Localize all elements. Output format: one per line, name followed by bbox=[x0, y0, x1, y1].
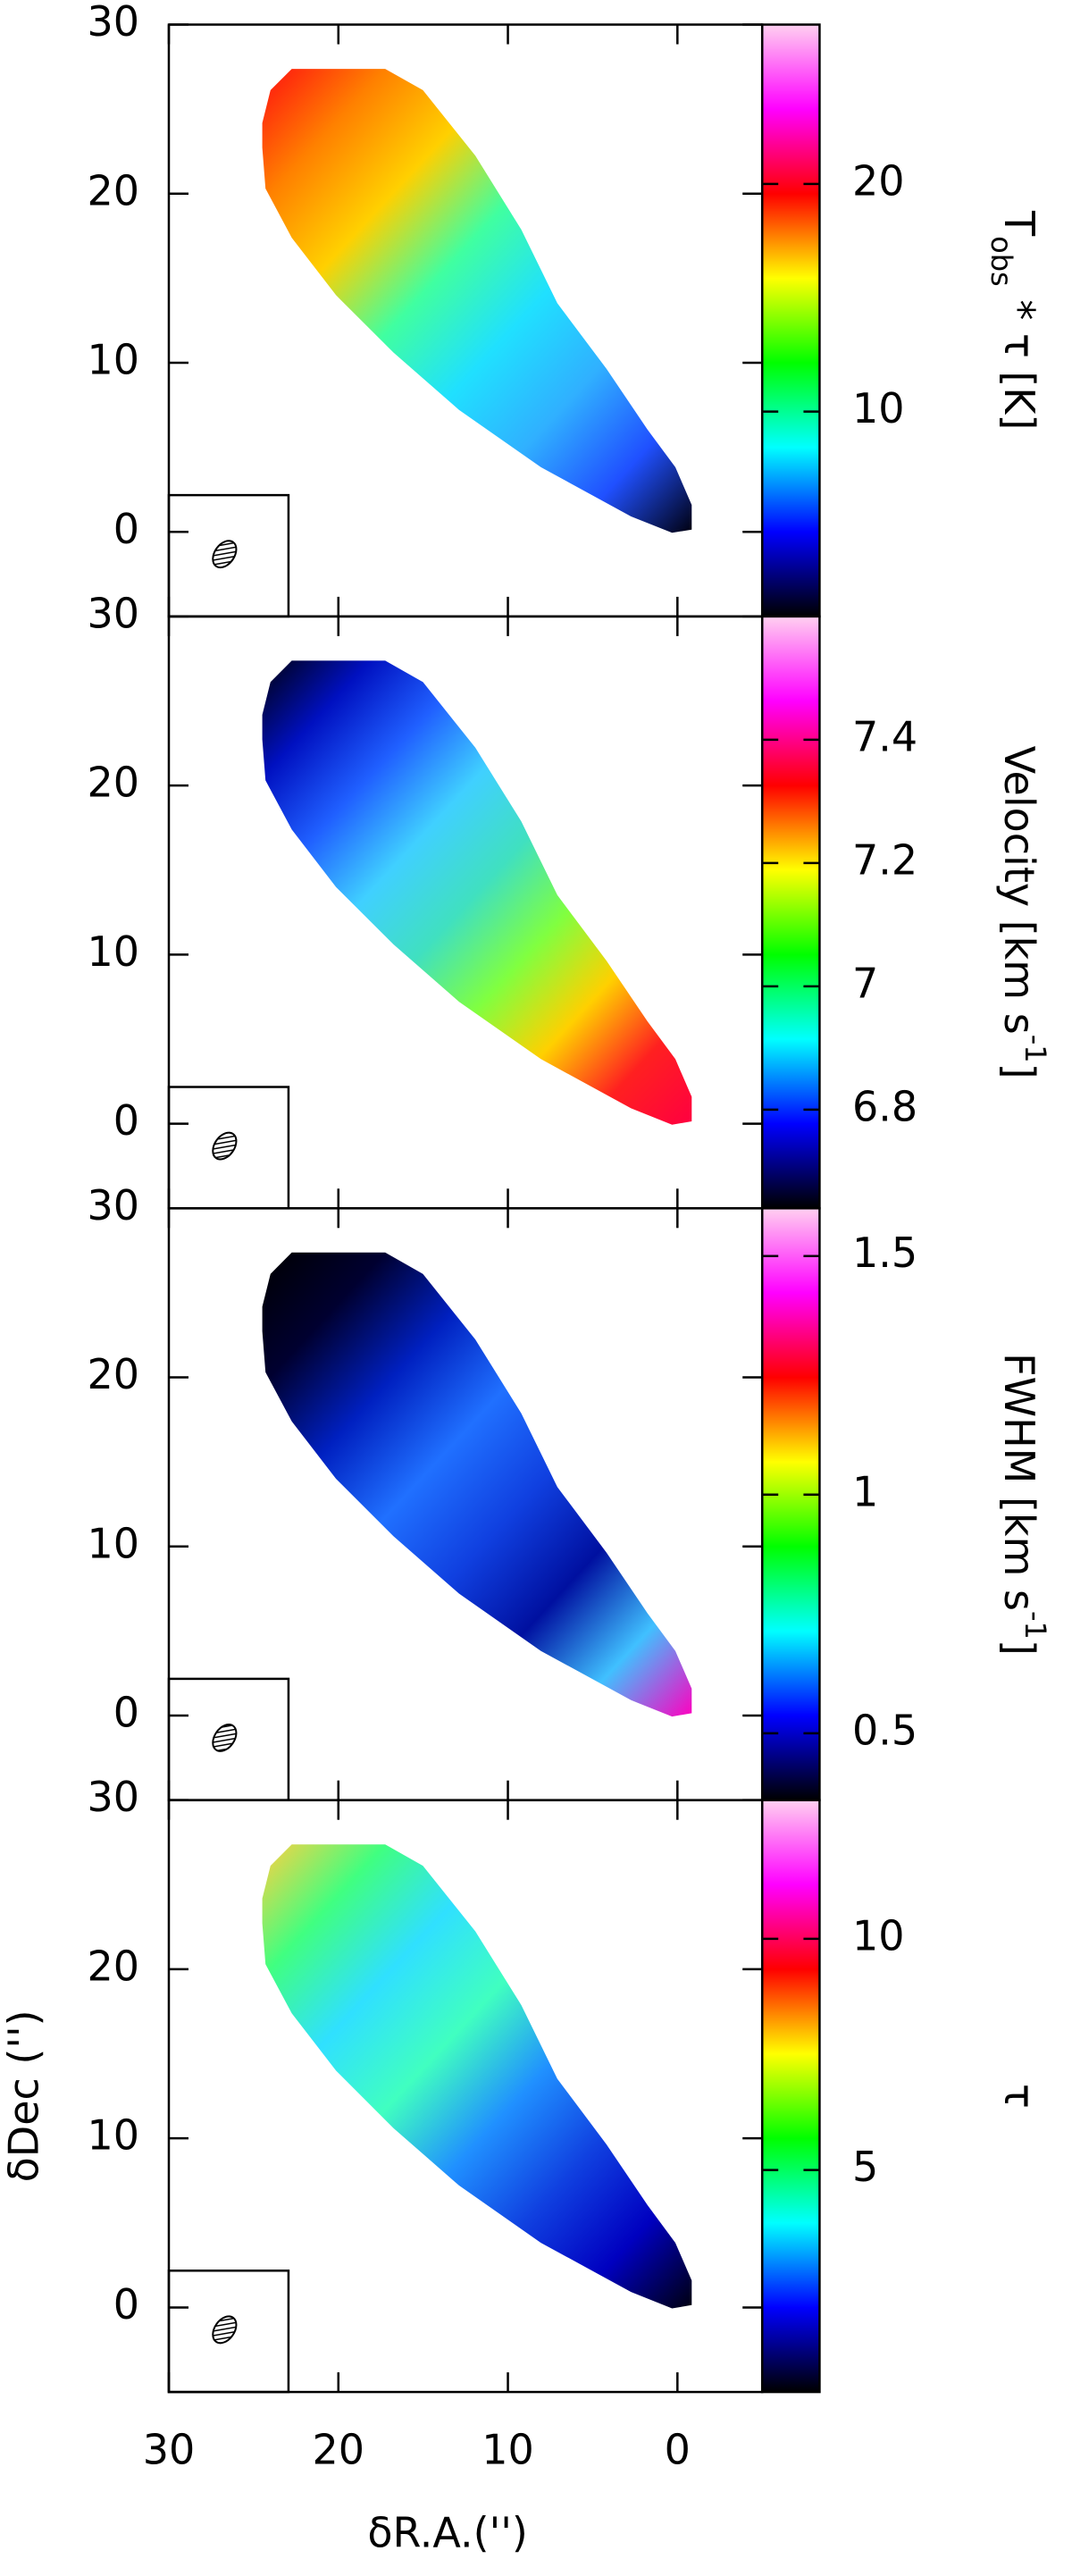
x-tick-label: 10 bbox=[482, 2426, 534, 2474]
y-tick-label: 10 bbox=[87, 927, 139, 976]
x-tick-label: 0 bbox=[665, 2426, 691, 2474]
y-tick-label: 30 bbox=[87, 1181, 139, 1229]
beam bbox=[212, 2315, 238, 2345]
colorbar-tick-label: 7.4 bbox=[852, 712, 917, 760]
y-tick-label: 10 bbox=[87, 2111, 139, 2160]
beam bbox=[212, 1131, 238, 1161]
colorbar-label-part: τ bbox=[996, 2084, 1044, 2109]
map-emission bbox=[262, 1844, 692, 2309]
y-tick-label: 20 bbox=[87, 1350, 139, 1398]
y-tick-label: 20 bbox=[87, 759, 139, 807]
y-tick-label: 0 bbox=[113, 2280, 139, 2328]
colorbar-tick-label: 0.5 bbox=[852, 1706, 917, 1754]
y-tick-label: 0 bbox=[113, 1096, 139, 1145]
y-tick-label: 30 bbox=[87, 1773, 139, 1821]
map-emission bbox=[262, 1252, 692, 1717]
y-tick-label: 30 bbox=[87, 589, 139, 637]
colorbar-label-part: T bbox=[996, 210, 1044, 237]
colorbar-tick-label: 1 bbox=[852, 1467, 878, 1515]
colorbar-tick-label: 6.8 bbox=[852, 1082, 917, 1130]
colorbar bbox=[762, 616, 820, 1209]
map-emission bbox=[262, 69, 692, 533]
colorbar-tick-label: 10 bbox=[852, 1911, 905, 1959]
y-tick-label: 0 bbox=[113, 1689, 139, 1737]
colorbar-label-part: ] bbox=[996, 1640, 1044, 1656]
x-tick-label: 20 bbox=[312, 2426, 364, 2474]
colorbar bbox=[762, 24, 820, 617]
map-emission bbox=[262, 660, 692, 1125]
colorbar-label: Velocity [km s-1] bbox=[996, 746, 1053, 1079]
colorbar-label-part: FWHM [km s bbox=[996, 1353, 1044, 1611]
colorbar-label-part: obs bbox=[984, 236, 1018, 287]
beam bbox=[212, 540, 238, 569]
colorbar-label-part: * τ [K] bbox=[996, 287, 1044, 431]
colorbar-label-part: Velocity [km s bbox=[996, 746, 1044, 1035]
y-tick-label: 10 bbox=[87, 336, 139, 384]
colorbar bbox=[762, 1208, 820, 1800]
colorbar-label-part: -1 bbox=[1018, 1611, 1052, 1640]
x-tick-label: 30 bbox=[143, 2426, 196, 2474]
beam bbox=[212, 1724, 238, 1752]
colorbar-frame bbox=[760, 1799, 821, 2394]
colorbar-tick-label: 7 bbox=[852, 959, 878, 1007]
colorbar-label-part: -1 bbox=[1018, 1035, 1052, 1063]
y-axis-label: δDec ('') bbox=[0, 2010, 48, 2182]
colorbar-tick-label: 1.5 bbox=[852, 1229, 917, 1277]
colorbar-tick-label: 20 bbox=[852, 156, 905, 205]
colorbar-label: τ bbox=[996, 2084, 1044, 2109]
colorbar-label: FWHM [km s-1] bbox=[996, 1353, 1053, 1656]
colorbar-label: Tobs * τ [K] bbox=[984, 210, 1044, 430]
y-tick-label: 20 bbox=[87, 166, 139, 214]
colorbar-tick-label: 5 bbox=[852, 2143, 878, 2191]
colorbar-tick-label: 7.2 bbox=[852, 835, 917, 884]
y-tick-label: 20 bbox=[87, 1942, 139, 1990]
y-tick-label: 0 bbox=[113, 505, 139, 553]
colorbar-label-part: ] bbox=[996, 1063, 1044, 1079]
colorbar-tick-label: 10 bbox=[852, 384, 905, 432]
x-axis-label: δR.A.('') bbox=[367, 2509, 528, 2557]
colorbar bbox=[762, 1800, 820, 2393]
y-tick-label: 30 bbox=[87, 0, 139, 46]
y-tick-label: 10 bbox=[87, 1519, 139, 1567]
